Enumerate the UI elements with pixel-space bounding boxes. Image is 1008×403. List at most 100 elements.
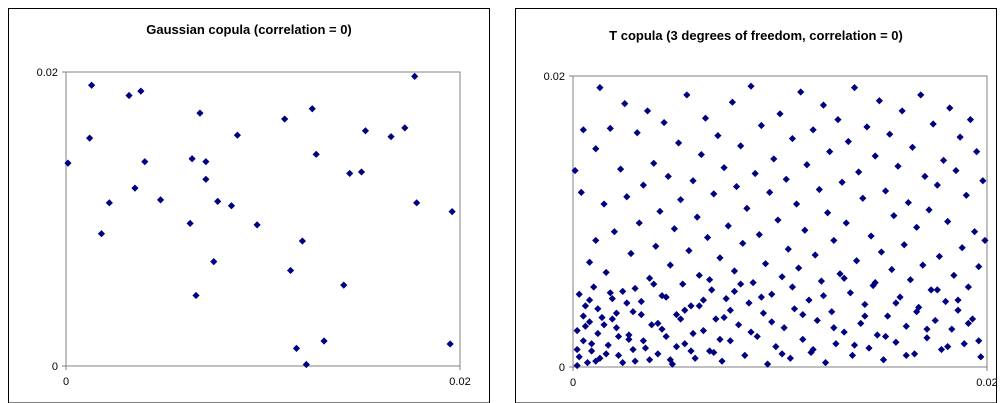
data-point bbox=[873, 331, 881, 339]
data-point bbox=[658, 325, 666, 333]
gaussian-copula-svg: Gaussian copula (correlation = 0) 0 0.02 0 0… bbox=[8, 8, 490, 403]
data-point bbox=[803, 161, 811, 169]
data-point bbox=[598, 313, 606, 322]
data-point bbox=[710, 190, 718, 198]
data-point bbox=[788, 134, 797, 143]
data-point bbox=[913, 223, 921, 231]
data-point bbox=[867, 232, 875, 240]
data-point bbox=[156, 196, 165, 204]
x-tick-label: 0.02 bbox=[449, 376, 470, 388]
data-point bbox=[962, 191, 970, 199]
data-point bbox=[857, 319, 865, 327]
data-point bbox=[855, 168, 863, 176]
data-point bbox=[813, 316, 821, 325]
data-point bbox=[571, 166, 579, 175]
data-point bbox=[865, 344, 873, 352]
data-point bbox=[981, 236, 989, 245]
data-point bbox=[809, 345, 817, 354]
data-point bbox=[937, 345, 946, 354]
y-tick-label: 0.02 bbox=[544, 71, 565, 83]
data-point bbox=[946, 104, 954, 112]
x-tick-label: 0 bbox=[63, 376, 69, 388]
data-point bbox=[411, 72, 419, 81]
x-tick-label: 0.02 bbox=[976, 377, 997, 389]
data-point bbox=[950, 271, 958, 279]
chart-frame bbox=[8, 8, 490, 403]
data-point bbox=[298, 237, 306, 245]
data-point bbox=[830, 324, 838, 332]
data-point bbox=[801, 226, 809, 234]
data-point bbox=[755, 230, 763, 239]
data-point bbox=[929, 120, 937, 128]
data-point bbox=[600, 321, 608, 329]
data-point bbox=[828, 308, 836, 316]
data-point bbox=[925, 206, 933, 214]
data-point bbox=[703, 233, 712, 242]
data-point bbox=[906, 276, 915, 284]
data-point bbox=[784, 245, 792, 253]
data-point bbox=[761, 260, 770, 268]
data-point bbox=[97, 230, 106, 238]
data-point bbox=[848, 351, 857, 359]
data-point bbox=[652, 242, 660, 250]
data-point bbox=[726, 306, 734, 314]
data-point bbox=[346, 169, 354, 178]
data-point bbox=[792, 200, 801, 208]
data-point bbox=[188, 155, 196, 163]
data-point bbox=[850, 341, 859, 349]
data-point bbox=[797, 88, 805, 96]
data-point bbox=[881, 187, 890, 195]
data-point bbox=[954, 296, 962, 304]
data-point bbox=[834, 116, 842, 124]
data-point bbox=[131, 184, 139, 192]
chart-title: Gaussian copula (correlation = 0) bbox=[146, 22, 352, 37]
data-point bbox=[799, 311, 807, 319]
data-point bbox=[979, 177, 987, 185]
data-point bbox=[706, 276, 714, 284]
data-point bbox=[842, 219, 850, 227]
data-point bbox=[588, 347, 596, 355]
data-point bbox=[716, 254, 724, 262]
data-point bbox=[320, 337, 328, 345]
data-point bbox=[933, 181, 941, 189]
data-point bbox=[594, 329, 602, 338]
data-point bbox=[809, 126, 817, 134]
data-point bbox=[666, 356, 674, 364]
data-point bbox=[710, 348, 718, 357]
data-point bbox=[790, 305, 799, 313]
data-point bbox=[840, 274, 848, 282]
data-point bbox=[799, 335, 807, 343]
data-point bbox=[832, 340, 840, 348]
data-point bbox=[780, 324, 788, 332]
data-point bbox=[931, 316, 939, 325]
data-point bbox=[956, 133, 964, 141]
y-tick-label: 0 bbox=[559, 362, 565, 374]
data-point bbox=[824, 209, 832, 217]
data-point bbox=[861, 312, 869, 320]
data-point bbox=[629, 345, 637, 354]
data-point bbox=[186, 219, 194, 228]
data-point bbox=[623, 193, 631, 201]
data-point bbox=[861, 300, 869, 309]
data-point bbox=[357, 168, 366, 176]
data-point bbox=[902, 322, 910, 330]
data-point bbox=[778, 350, 786, 358]
data-point bbox=[917, 91, 925, 99]
data-point bbox=[86, 134, 94, 142]
data-point bbox=[654, 319, 662, 327]
data-point bbox=[125, 91, 133, 100]
data-point bbox=[877, 248, 886, 256]
y-tick-label: 0 bbox=[52, 361, 58, 373]
data-point bbox=[629, 308, 637, 316]
chart-title: T copula (3 degrees of freedom, correlat… bbox=[609, 28, 903, 43]
data-point bbox=[977, 353, 985, 361]
data-point bbox=[975, 337, 983, 345]
data-point bbox=[105, 199, 113, 207]
t-copula-svg: T copula (3 degrees of freedom, correlat… bbox=[515, 8, 997, 403]
data-point bbox=[859, 194, 867, 202]
data-point bbox=[695, 271, 703, 279]
data-point bbox=[308, 105, 316, 113]
data-point bbox=[840, 328, 848, 336]
data-point bbox=[896, 293, 904, 301]
data-point bbox=[585, 296, 594, 304]
